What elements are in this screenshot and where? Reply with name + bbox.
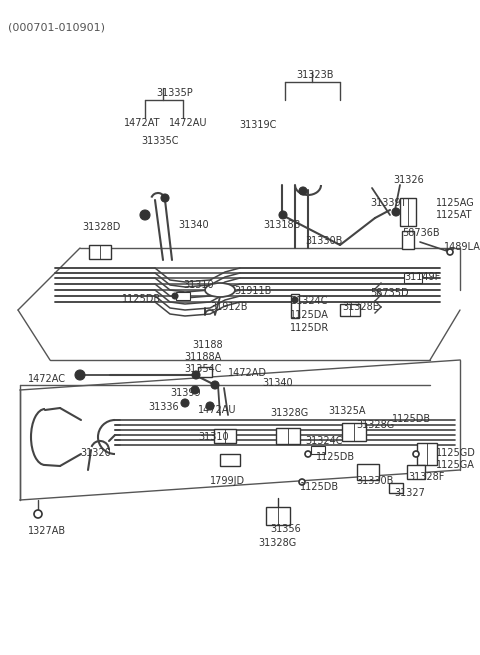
Bar [220,454,240,466]
Text: 31335P: 31335P [156,88,193,98]
Text: 31340: 31340 [262,378,293,388]
Circle shape [161,194,169,202]
Bar [311,446,325,454]
Circle shape [75,370,85,380]
Text: 58735D: 58735D [370,288,408,298]
Text: 1125DA: 1125DA [290,310,329,320]
Text: 1125DB: 1125DB [122,294,161,304]
Text: 1125DR: 1125DR [290,323,329,333]
Text: 1125AT: 1125AT [436,210,472,220]
Bar [402,231,414,249]
Text: 1125GA: 1125GA [436,460,475,470]
Text: 58736B: 58736B [402,228,440,238]
Text: 31330B: 31330B [356,476,394,486]
Text: 31356: 31356 [270,524,301,534]
Bar [357,464,379,480]
Text: 1125AG: 1125AG [436,198,475,208]
Bar [276,428,300,444]
Text: 1472AU: 1472AU [169,118,207,128]
Bar [417,443,437,465]
Text: 1125DB: 1125DB [300,482,339,492]
Text: 31330B: 31330B [305,236,342,246]
Text: 31335C: 31335C [141,136,179,146]
Text: 1472AT: 1472AT [124,118,160,128]
Text: 31324C: 31324C [305,436,343,446]
Bar [389,483,403,493]
Text: 31326: 31326 [393,175,424,185]
Bar [340,304,360,316]
Text: 1472AC: 1472AC [28,374,66,384]
Bar [214,429,236,443]
Text: 31328F: 31328F [408,472,444,482]
Text: 31336: 31336 [148,402,179,412]
Circle shape [392,208,400,216]
Text: 31328G: 31328G [356,420,394,430]
Circle shape [206,402,214,410]
Text: 31911B: 31911B [234,286,271,296]
Circle shape [172,293,178,299]
Circle shape [140,210,150,220]
Circle shape [305,451,311,457]
Text: 31328E: 31328E [342,302,379,312]
Circle shape [191,386,199,394]
Text: 1472AD: 1472AD [228,368,267,378]
Text: 1489LA: 1489LA [444,242,480,252]
Text: 31354C: 31354C [184,364,221,374]
Text: 31310: 31310 [183,280,214,290]
Bar [89,245,111,259]
Circle shape [413,451,419,457]
Text: 1799JD: 1799JD [210,476,245,486]
Text: (000701-010901): (000701-010901) [8,22,105,32]
Text: 31328D: 31328D [82,222,120,232]
Circle shape [299,187,307,195]
Text: 31328G: 31328G [258,538,296,548]
Text: 31912B: 31912B [210,302,248,312]
Text: 31318B: 31318B [263,220,300,230]
Circle shape [34,510,42,518]
Bar [404,273,422,283]
Circle shape [192,371,200,379]
Text: 31319C: 31319C [240,120,276,130]
Text: 31149F: 31149F [404,272,440,282]
Text: 31327: 31327 [394,488,425,498]
Bar [266,507,290,525]
Bar [198,367,212,377]
Text: 31323B: 31323B [296,70,334,80]
Circle shape [292,297,298,303]
Bar [176,292,190,300]
Circle shape [211,381,219,389]
Text: 31325A: 31325A [328,406,365,416]
Text: 31310: 31310 [198,432,228,442]
Bar [342,423,366,441]
Text: 31188A: 31188A [184,352,221,362]
Bar [291,294,299,318]
Text: 31320: 31320 [80,448,111,458]
Circle shape [447,249,453,255]
Text: 31340: 31340 [178,220,209,230]
Circle shape [279,211,287,219]
Text: 31328G: 31328G [270,408,308,418]
Text: 1472AU: 1472AU [198,405,237,415]
Circle shape [181,399,189,407]
Bar [400,198,416,226]
Text: 1125DB: 1125DB [316,452,355,462]
Text: 31339T: 31339T [370,198,407,208]
Text: 31324C: 31324C [290,296,327,306]
Circle shape [299,479,305,485]
Text: 1125GD: 1125GD [436,448,476,458]
Text: 31188: 31188 [192,340,223,350]
Bar [407,465,425,479]
Ellipse shape [205,283,235,297]
Text: 1327AB: 1327AB [28,526,66,536]
Text: 31399: 31399 [170,388,201,398]
Text: 1125DB: 1125DB [392,414,431,424]
